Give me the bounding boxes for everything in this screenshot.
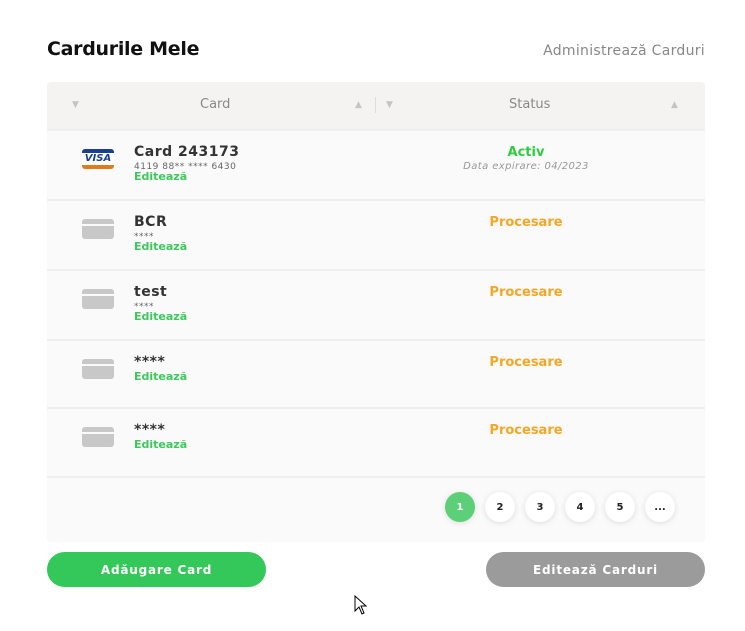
card-icon xyxy=(82,219,114,239)
edit-card-link[interactable]: Editează xyxy=(134,170,188,183)
table-header: ▼ Card ▲ ▼ Status ▲ xyxy=(47,82,705,129)
sort-asc-icon[interactable]: ▲ xyxy=(355,100,362,110)
edit-card-link[interactable]: Editează xyxy=(134,310,188,323)
page-5-button[interactable]: 5 xyxy=(605,492,635,522)
edit-card-link[interactable]: Editează xyxy=(134,370,188,383)
table-row: VISA Card 243173 4119 88** **** 6430 Edi… xyxy=(47,129,705,198)
table-row: test **** Editează Procesare xyxy=(47,269,705,338)
status-badge: Procesare xyxy=(489,285,563,300)
column-divider xyxy=(375,97,376,113)
visa-icon: VISA xyxy=(82,149,114,169)
status-badge: Procesare xyxy=(489,215,563,230)
card-name: **** xyxy=(134,354,166,370)
expiry-date: Data expirare: 04/2023 xyxy=(463,161,589,172)
column-status[interactable]: Status xyxy=(509,97,551,112)
page-title: Cardurile Mele xyxy=(47,38,200,60)
card-name: **** xyxy=(134,422,166,438)
more-pages-button[interactable]: ... xyxy=(645,492,675,522)
page-4-button[interactable]: 4 xyxy=(565,492,595,522)
card-number: 4119 88** **** 6430 xyxy=(134,162,237,172)
card-name: Card 243173 xyxy=(134,144,240,160)
cards-table: ▼ Card ▲ ▼ Status ▲ VISA Card 243173 411… xyxy=(47,82,705,542)
table-row: **** Editează Procesare xyxy=(47,339,705,408)
status-badge: Procesare xyxy=(489,355,563,370)
edit-card-link[interactable]: Editează xyxy=(134,438,188,451)
sort-desc-icon[interactable]: ▼ xyxy=(386,100,393,110)
card-number: **** xyxy=(134,232,154,242)
card-icon xyxy=(82,427,114,447)
mouse-cursor-icon xyxy=(354,595,368,615)
manage-cards-link[interactable]: Administrează Carduri xyxy=(543,43,705,59)
column-card[interactable]: Card xyxy=(200,97,231,112)
add-card-button[interactable]: Adăugare Card xyxy=(47,552,266,587)
status-badge: Activ xyxy=(507,145,545,160)
page-1-button[interactable]: 1 xyxy=(445,492,475,522)
status-badge: Procesare xyxy=(489,423,563,438)
sort-asc-icon[interactable]: ▲ xyxy=(671,100,678,110)
card-icon xyxy=(82,359,114,379)
card-number: **** xyxy=(134,302,154,312)
table-row: BCR **** Editează Procesare xyxy=(47,199,705,268)
page-3-button[interactable]: 3 xyxy=(525,492,555,522)
edit-card-link[interactable]: Editează xyxy=(134,240,188,253)
table-row: **** Editează Procesare xyxy=(47,407,705,476)
card-name: test xyxy=(134,284,168,300)
card-icon xyxy=(82,289,114,309)
page-2-button[interactable]: 2 xyxy=(485,492,515,522)
sort-desc-icon[interactable]: ▼ xyxy=(72,100,79,110)
edit-cards-button[interactable]: Editează Carduri xyxy=(486,552,705,587)
card-name: BCR xyxy=(134,214,168,230)
row-divider xyxy=(47,476,705,478)
pagination: 1 2 3 4 5 ... xyxy=(445,492,675,522)
